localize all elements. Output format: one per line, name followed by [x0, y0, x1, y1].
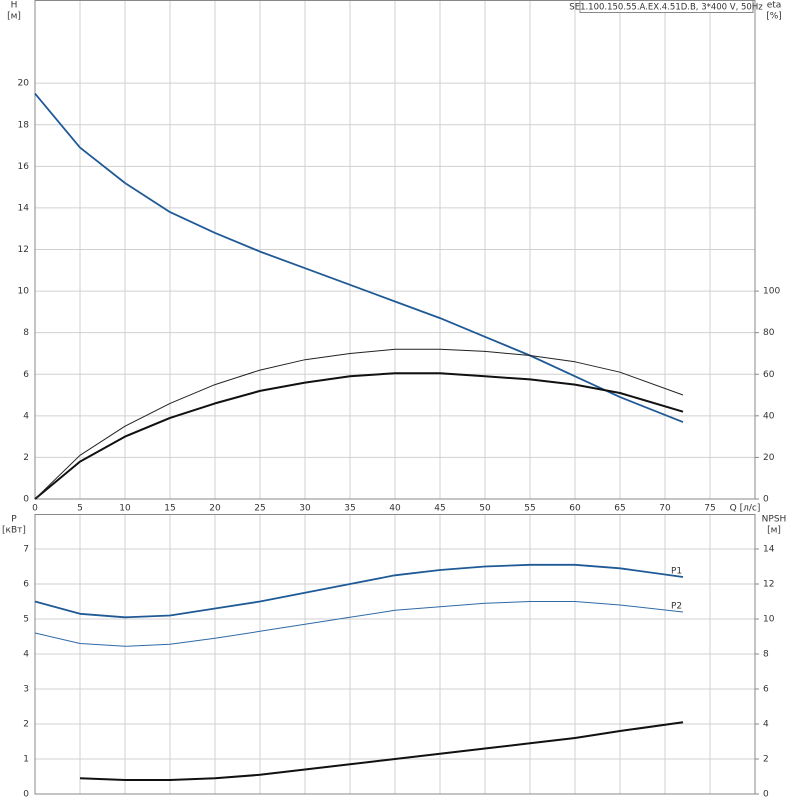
x-tick-label: 45: [434, 504, 445, 514]
y-axis-label: P: [11, 515, 17, 525]
x-tick-label: 30: [299, 504, 311, 514]
curve: [34, 601, 684, 647]
y-tick-label: 10: [18, 287, 30, 297]
y2-tick-label: 40: [763, 411, 775, 421]
y-tick-label: 16: [18, 162, 30, 172]
x-tick-label: 60: [569, 504, 581, 514]
curve: [34, 93, 684, 423]
y-tick-label: 0: [23, 790, 29, 800]
y-tick-label: 4: [23, 650, 29, 660]
y2-tick-label: 100: [763, 287, 780, 297]
x-tick-label: 65: [614, 504, 625, 514]
x-tick-label: 20: [209, 504, 221, 514]
y2-tick-label: 60: [763, 370, 775, 380]
x-tick-label: 0: [32, 504, 38, 514]
y-tick-label: 8: [23, 328, 29, 338]
y2-tick-label: 80: [763, 328, 775, 338]
y-tick-label: 12: [18, 245, 29, 255]
curve: [34, 372, 684, 500]
curve: [34, 348, 684, 500]
y2-tick-label: 20: [763, 453, 775, 463]
x-tick-label: 55: [524, 504, 535, 514]
y-tick-label: 0: [23, 495, 29, 505]
y2-tick-label: 0: [763, 790, 769, 800]
x-tick-label: 50: [479, 504, 491, 514]
y2-tick-label: 0: [763, 495, 769, 505]
y-tick-label: 18: [18, 120, 30, 130]
y-tick-label: 7: [23, 545, 29, 555]
y-tick-label: 4: [23, 411, 29, 421]
y-tick-label: 20: [18, 79, 30, 89]
x-tick-label: 75: [704, 504, 715, 514]
y2-tick-label: 8: [763, 650, 769, 660]
y-tick-label: 1: [23, 755, 29, 765]
y2-tick-label: 6: [763, 685, 769, 695]
y-tick-label: 14: [18, 203, 30, 213]
y2-axis-label: eta: [767, 1, 782, 11]
plot-frame: [34, 0, 756, 500]
chart-title: SE1.100.150.55.A.EX.4.51D.B, 3*400 V, 50…: [569, 3, 763, 13]
y2-tick-label: 2: [763, 755, 769, 765]
plot-frame: [34, 514, 756, 795]
curve: [79, 721, 684, 781]
x-tick-label: 40: [389, 504, 401, 514]
x-tick-label: 25: [254, 504, 265, 514]
y2-tick-label: 12: [763, 580, 774, 590]
y-axis-unit: [м]: [7, 12, 21, 22]
curve-label: P2: [671, 602, 682, 612]
y-tick-label: 6: [23, 370, 29, 380]
x-tick-label: 35: [344, 504, 355, 514]
x-tick-label: 70: [659, 504, 671, 514]
y-axis-label: H: [11, 1, 18, 11]
x-tick-label: 5: [77, 504, 83, 514]
curve-label: P1: [671, 567, 682, 577]
y2-axis-label: NPSH: [762, 515, 787, 525]
y-tick-label: 2: [23, 720, 29, 730]
title-box: [579, 0, 754, 13]
y2-axis-unit: [%]: [766, 12, 782, 22]
y-tick-label: 6: [23, 580, 29, 590]
y2-tick-label: 10: [763, 615, 775, 625]
y-tick-label: 5: [23, 615, 29, 625]
y-axis-unit: [кВт]: [2, 526, 26, 536]
y-tick-label: 3: [23, 685, 29, 695]
x-tick-label: 10: [119, 504, 131, 514]
y2-tick-label: 4: [763, 720, 769, 730]
x-tick-label: 15: [164, 504, 175, 514]
y2-tick-label: 14: [763, 545, 775, 555]
y-tick-label: 2: [23, 453, 29, 463]
y2-axis-unit: [м]: [767, 526, 781, 536]
curve: [34, 563, 684, 619]
x-axis-label: Q [л/с]: [730, 504, 761, 514]
